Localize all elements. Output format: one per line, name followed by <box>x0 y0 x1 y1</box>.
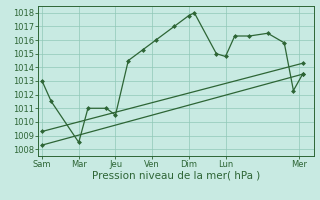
X-axis label: Pression niveau de la mer( hPa ): Pression niveau de la mer( hPa ) <box>92 171 260 181</box>
